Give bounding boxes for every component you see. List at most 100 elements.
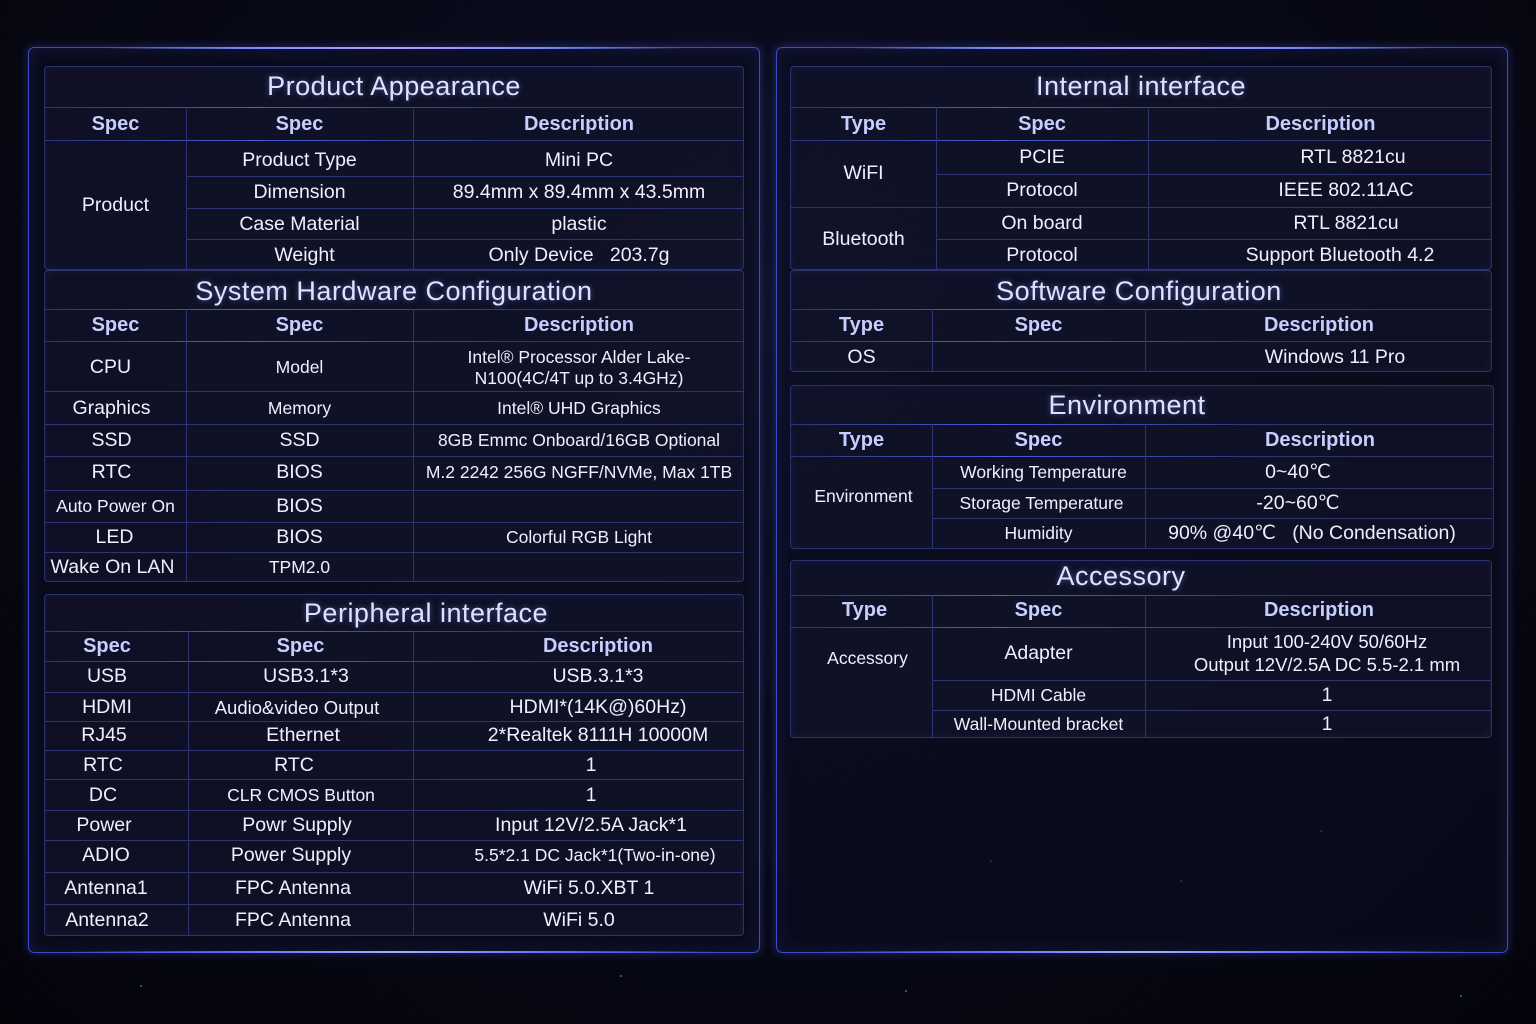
spec-cell: BIOS <box>276 526 323 549</box>
spec-cell: RJ45 <box>81 724 127 747</box>
spec-cell: USB3.1*3 <box>263 665 349 688</box>
spec-cell: Protocol <box>1006 243 1078 266</box>
spec-cell: LED <box>95 526 134 549</box>
description-cell: M.2 2242 256G NGFF/NVMe, Max 1TB <box>425 461 733 482</box>
spec-cell: Adapter <box>1004 642 1073 665</box>
description-cell: -20~60℃ <box>1256 492 1340 515</box>
column-header: Spec <box>1014 599 1063 621</box>
spec-cell: USB <box>86 665 128 688</box>
column-header: Description <box>1263 314 1375 336</box>
spec-cell: Storage Temperature <box>959 493 1124 514</box>
description-cell: 8GB Emmc Onboard/16GB Optional <box>437 429 721 450</box>
spec-cell: Working Temperature <box>960 462 1127 483</box>
description-cell: 89.4mm x 89.4mm x 43.5mm <box>452 181 706 204</box>
section-title: Environment <box>1048 390 1206 420</box>
panel-glow <box>813 951 1471 953</box>
spec-cell: OS <box>847 345 876 368</box>
group-label: Environment <box>814 486 913 507</box>
spec-cell: HDMI <box>82 696 132 719</box>
spec-cell: FPC Antenna <box>235 908 351 931</box>
spec-cell: Graphics <box>72 397 151 420</box>
spec-cell: Wall-Mounted bracket <box>953 714 1124 735</box>
description-cell: 1 <box>585 783 597 806</box>
spec-cell: Model <box>275 357 324 378</box>
description-cell: Intel® Processor Alder Lake- N100(4C/4T … <box>467 346 691 388</box>
spec-cell: FPC Antenna <box>235 876 351 899</box>
column-header: Description <box>542 635 654 657</box>
spec-cell: PCIE <box>1019 146 1065 169</box>
column-header: Spec <box>1014 314 1063 336</box>
group-label: Accessory <box>827 648 908 669</box>
spec-cell: Weight <box>274 243 335 266</box>
description-cell: Support Bluetooth 4.2 <box>1245 243 1435 266</box>
spec-cell: SSD <box>279 428 320 451</box>
spec-cell <box>932 342 1145 373</box>
column-header: Spec <box>91 113 140 135</box>
star <box>905 990 907 992</box>
column-header: Description <box>523 113 635 135</box>
spec-cell: CPU <box>89 356 132 379</box>
description-cell: RTL 8821cu <box>1293 212 1399 235</box>
group-label: Product <box>81 194 150 217</box>
star <box>1460 995 1462 997</box>
spec-cell: Power <box>76 814 132 837</box>
description-cell: Input 100-240V 50/60Hz Output 12V/2.5A D… <box>1193 631 1461 675</box>
description-cell: 1 <box>1321 713 1333 736</box>
column-header: Type <box>840 113 887 135</box>
description-cell: HDMI*(14K@)60Hz) <box>509 696 687 719</box>
star <box>140 985 142 987</box>
column-header: Type <box>838 429 885 451</box>
spec-cell: BIOS <box>276 494 323 517</box>
description-cell: 0~40℃ <box>1265 461 1331 484</box>
description-cell: 2*Realtek 8111H 10000M <box>487 724 709 747</box>
description-cell: plastic <box>551 213 607 236</box>
star <box>620 975 622 977</box>
spec-cell: BIOS <box>276 460 323 483</box>
description-cell: RTL 8821cu <box>1300 146 1406 169</box>
section-title: Internal interface <box>1035 71 1247 101</box>
environment-section: Environment Type Spec Description Enviro… <box>790 385 1494 549</box>
spec-cell: RTC <box>274 753 314 776</box>
panel-glow <box>65 951 723 953</box>
spec-cell: TPM2.0 <box>268 557 331 578</box>
spec-cell: Wake On LAN <box>50 556 175 579</box>
product-appearance-section: Product Appearance Spec Spec Description… <box>44 66 744 270</box>
spec-cell: Audio&video Output <box>214 696 380 718</box>
column-header: Spec <box>275 113 324 135</box>
column-header: Description <box>523 314 635 336</box>
spec-cell: Antenna1 <box>64 876 148 899</box>
section-title: System Hardware Configuration <box>195 276 593 306</box>
description-cell: 1 <box>585 753 597 776</box>
section-title: Software Configuration <box>996 276 1282 306</box>
spec-cell: Product Type <box>242 149 357 172</box>
peripheral-interface-section: Peripheral interface Spec Spec Descripti… <box>44 594 744 936</box>
section-title: Accessory <box>1056 561 1186 591</box>
description-cell: USB.3.1*3 <box>552 665 644 688</box>
description-cell: Colorful RGB Light <box>506 527 652 548</box>
spec-cell: Protocol <box>1006 178 1078 201</box>
spec-cell: RTC <box>83 753 123 776</box>
description-cell: Only Device 203.7g <box>488 243 670 266</box>
description-cell: WiFi 5.0 <box>543 908 615 931</box>
column-header: Description <box>1263 599 1375 621</box>
column-header: Spec <box>275 314 324 336</box>
accessory-section: Accessory Type Spec Description Accessor… <box>790 560 1492 738</box>
column-header: Type <box>841 599 888 621</box>
panel-glow <box>850 47 1434 49</box>
column-header: Spec <box>91 314 140 336</box>
spec-cell: Powr Supply <box>242 814 352 837</box>
spec-cell: On board <box>1001 212 1083 235</box>
spec-cell: Antenna2 <box>65 908 149 931</box>
spec-cell: Memory <box>267 398 332 419</box>
description-cell: Input 12V/2.5A Jack*1 <box>495 814 687 837</box>
description-cell: 90% @40℃ (No Condensation) <box>1168 522 1456 545</box>
column-header: Description <box>1264 429 1376 451</box>
spec-cell: RTC <box>91 460 132 483</box>
spec-cell: SSD <box>91 428 132 451</box>
description-cell: 1 <box>1321 683 1333 706</box>
description-cell: Mini PC <box>544 149 614 172</box>
column-header: Type <box>838 314 885 336</box>
spec-cell: Ethernet <box>266 724 340 747</box>
spec-cell: Humidity <box>1004 523 1073 544</box>
section-title: Product Appearance <box>267 71 521 101</box>
